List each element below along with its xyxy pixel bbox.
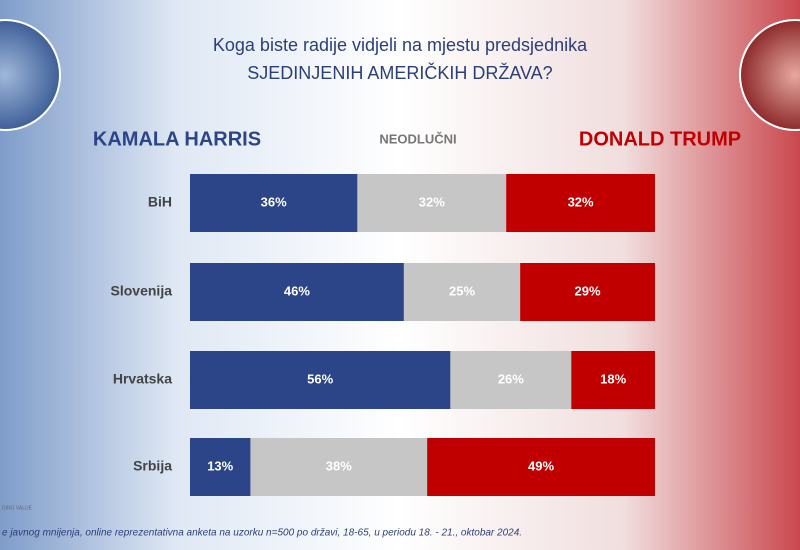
data-label: 56% (307, 371, 333, 386)
bar-segment (190, 263, 404, 321)
data-label: 32% (568, 194, 594, 209)
bar-segment (403, 263, 521, 321)
y-tick-label: Slovenija (111, 283, 173, 299)
data-label: 13% (207, 458, 233, 473)
data-label: 26% (498, 371, 524, 386)
bar-segment (190, 438, 251, 496)
source-note: e javnog mnijenja, online reprezentativn… (2, 528, 522, 539)
photo-harris (0, 19, 61, 131)
y-tick-label: Srbija (133, 458, 172, 474)
logo-text: DING VALUE (2, 505, 33, 511)
bar-segment (250, 438, 428, 496)
bar-segment (520, 263, 655, 321)
photo-trump (739, 19, 800, 131)
legend-entry: DONALD TRUMP (579, 128, 741, 150)
data-label: 36% (261, 194, 287, 209)
bar-segment (450, 351, 572, 409)
data-label: 29% (575, 283, 601, 298)
data-label: 49% (528, 458, 554, 473)
legend-entry: KAMALA HARRIS (93, 128, 261, 150)
bar-segment (190, 351, 451, 409)
legend-entry: NEODLUČNI (379, 131, 456, 146)
bar-segment (190, 174, 358, 232)
data-label: 46% (284, 283, 310, 298)
data-label: 18% (600, 371, 626, 386)
chart-title: Koga biste radije vidjeli na mjestu pred… (213, 35, 588, 55)
data-label: 38% (326, 458, 352, 473)
bar-segment (571, 351, 655, 409)
y-tick-label: BiH (148, 194, 172, 210)
data-label: 25% (449, 283, 475, 298)
bar-segment (506, 174, 655, 232)
y-tick-label: Hrvatska (113, 371, 172, 387)
bar-segment (427, 438, 655, 496)
bar-segment (357, 174, 507, 232)
data-label: 32% (419, 194, 445, 209)
chart-subtitle: SJEDINJENIH AMERIČKIH DRŽAVA? (247, 62, 552, 83)
